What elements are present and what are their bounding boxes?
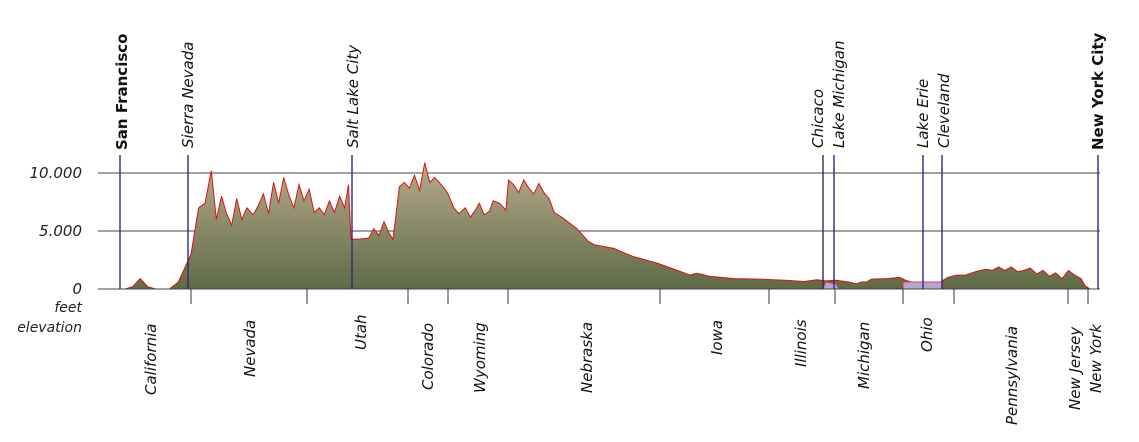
landmark-label-sierra-nevada: Sierra Nevada <box>179 42 197 148</box>
state-label-ohio: Ohio <box>918 317 936 352</box>
state-label-iowa: Iowa <box>708 320 726 355</box>
landmark-label-cleveland: Cleveland <box>935 73 953 148</box>
terrain-area <box>125 162 1090 289</box>
y-tick-label-0: 0 <box>72 280 82 298</box>
state-boundaries <box>190 289 1089 304</box>
landmark-label-san-francisco: San Francisco <box>113 34 131 150</box>
y-axis: 10.000 5.000 0 feet elevation <box>17 164 82 336</box>
landmark-labels: San Francisco Sierra Nevada Salt Lake Ci… <box>113 32 1107 150</box>
state-label-pennsylvania: Pennsylvania <box>1003 326 1021 425</box>
state-label-illinois: Illinois <box>792 319 810 367</box>
terrain-layer <box>124 162 1091 290</box>
state-label-wyoming: Wyoming <box>471 322 489 393</box>
state-label-new-york: New York <box>1087 323 1105 393</box>
unit-label-elevation: elevation <box>17 320 82 336</box>
state-label-colorado: Colorado <box>419 323 437 390</box>
y-tick-label-10000: 10.000 <box>30 164 83 182</box>
y-tick-label-5000: 5.000 <box>39 222 82 240</box>
state-labels: California Nevada Utah Colorado Wyoming … <box>142 314 1105 425</box>
state-label-nebraska: Nebraska <box>578 322 596 393</box>
landmark-label-salt-lake-city: Salt Lake City <box>344 44 362 148</box>
landmark-label-lake-michigan: Lake Michigan <box>830 41 848 148</box>
state-label-michigan: Michigan <box>855 322 873 389</box>
landmark-label-lake-erie: Lake Erie <box>914 79 932 148</box>
state-label-new-jersey: New Jersey <box>1066 326 1084 410</box>
state-label-nevada: Nevada <box>241 320 259 377</box>
landmark-label-chicaco: Chicaco <box>809 89 827 148</box>
state-label-utah: Utah <box>352 314 370 350</box>
state-label-california: California <box>142 324 160 396</box>
landmark-markers <box>119 155 1099 289</box>
unit-label-feet: feet <box>54 300 82 316</box>
terrain-outline <box>124 162 1091 290</box>
landmark-label-new-york-city: New York City <box>1089 32 1107 150</box>
